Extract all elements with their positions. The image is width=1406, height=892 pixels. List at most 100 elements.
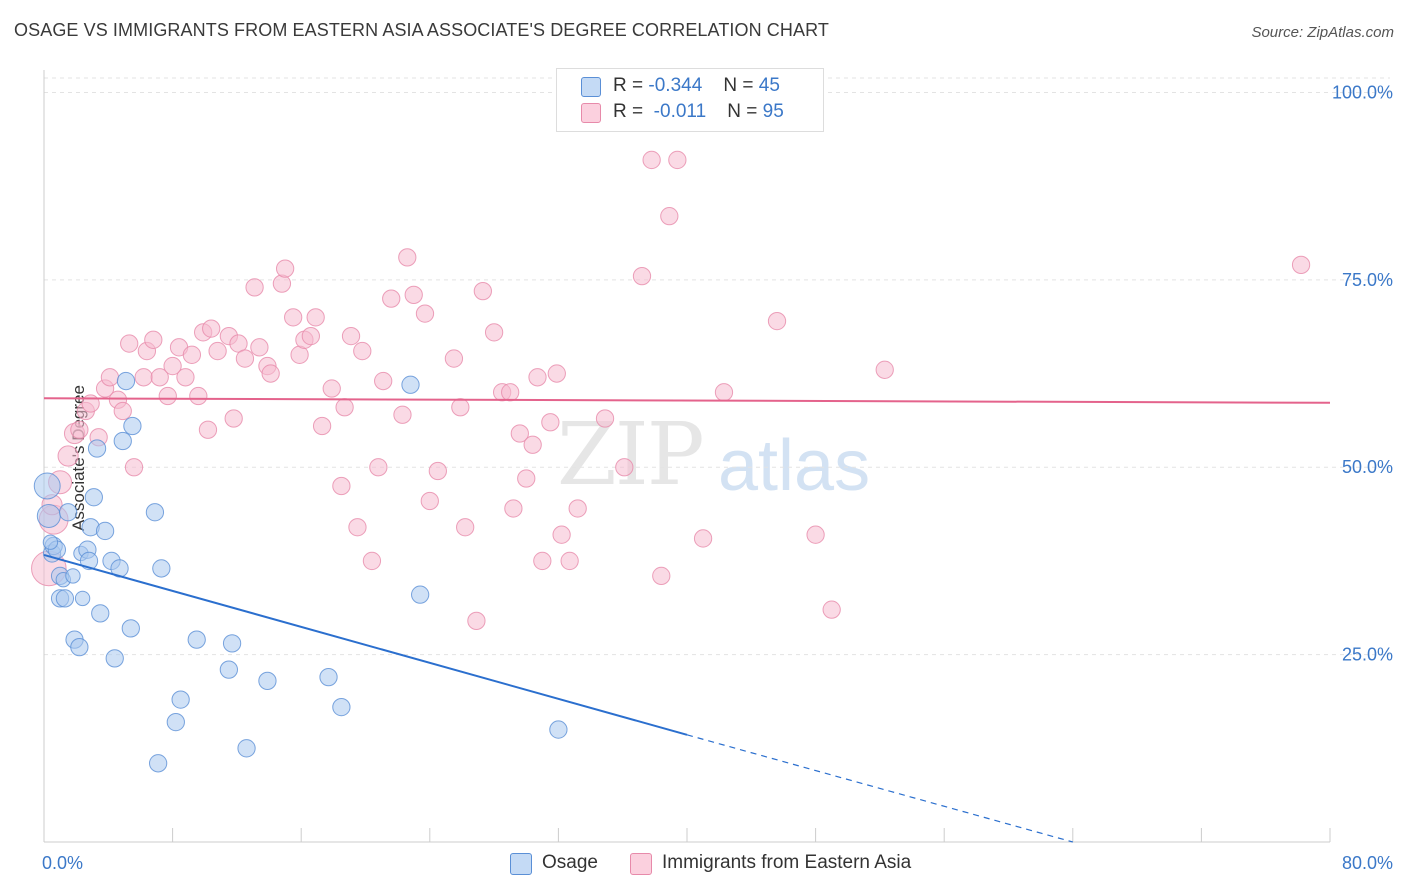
immigrants-point: [362, 551, 382, 571]
immigrants-point: [100, 368, 120, 387]
bottom-legend-swatch-osage: [510, 853, 532, 875]
osage-point: [95, 521, 115, 541]
immigrants-point: [404, 285, 423, 304]
immigrants-point: [595, 409, 615, 428]
immigrants-point: [528, 368, 547, 387]
immigrants-point: [120, 334, 139, 353]
immigrants-point: [284, 308, 303, 327]
immigrants-point: [134, 368, 153, 387]
osage-point: [332, 697, 351, 717]
immigrants-point: [415, 304, 435, 323]
osage-point: [152, 559, 171, 578]
bottom-legend-label-immigrants: Immigrants from Eastern Asia: [662, 852, 912, 873]
immigrants-point: [301, 326, 320, 346]
immigrants-point: [632, 266, 652, 286]
osage-point: [116, 371, 136, 391]
immigrants-point: [398, 248, 417, 267]
immigrants-point: [568, 499, 587, 518]
legend-r-value-osage: -0.344: [648, 75, 703, 96]
immigrants-point: [668, 150, 687, 170]
immigrants-point: [312, 416, 332, 436]
immigrants-point: [875, 360, 894, 379]
legend-r-label: R =: [613, 75, 644, 96]
immigrants-point: [510, 424, 529, 443]
immigrants-point: [374, 371, 393, 391]
y-tick-label: 100.0%: [1332, 82, 1393, 102]
immigrants-point: [714, 383, 734, 402]
osage-point: [58, 503, 78, 522]
osage-point: [549, 720, 568, 739]
source-label: Source: ZipAtlas.com: [1251, 24, 1394, 41]
osage-point: [258, 671, 277, 690]
osage-point: [411, 585, 430, 604]
immigrants-point: [767, 311, 787, 331]
immigrants-point: [456, 518, 475, 537]
immigrants-point: [275, 259, 295, 278]
immigrants-point: [124, 458, 144, 477]
osage-point: [222, 634, 242, 653]
immigrants-point: [547, 364, 566, 383]
immigrants-point: [150, 368, 169, 387]
immigrants-point: [261, 364, 280, 383]
osage-point: [219, 660, 239, 679]
immigrants-point: [202, 319, 221, 338]
osage-point: [187, 630, 206, 649]
immigrants-point: [806, 525, 825, 544]
osage-point: [401, 375, 420, 394]
immigrants-point: [444, 349, 464, 368]
osage-point: [33, 472, 61, 500]
immigrants-point: [541, 413, 560, 432]
immigrants-point: [70, 420, 89, 439]
chart-title: OSAGE VS IMMIGRANTS FROM EASTERN ASIA AS…: [14, 20, 829, 40]
osage-point: [87, 439, 107, 458]
osage-point: [74, 590, 91, 607]
y-tick-label: 25.0%: [1342, 645, 1393, 665]
legend-r-value-immigrants: -0.011: [653, 101, 707, 122]
immigrants-point: [382, 289, 401, 308]
x-tick-label: 80.0%: [1342, 853, 1393, 873]
osage-trendline: [43, 553, 688, 736]
immigrants-point: [113, 401, 132, 421]
immigrants-point: [451, 398, 470, 417]
osage-point: [55, 589, 75, 608]
immigrants-point: [552, 525, 571, 544]
bottom-legend-label-osage: Osage: [542, 852, 598, 873]
legend-n-label: N =: [727, 101, 758, 122]
y-tick-label: 50.0%: [1342, 457, 1393, 477]
legend-r-label: R =: [613, 101, 644, 122]
osage-point: [166, 712, 185, 732]
immigrants-point: [652, 566, 671, 586]
immigrants-point: [322, 379, 341, 398]
immigrants-point: [332, 476, 351, 496]
immigrants-point: [693, 529, 713, 548]
legend-n-label: N =: [723, 75, 754, 96]
immigrants-point: [224, 409, 243, 428]
osage-point: [319, 667, 338, 687]
osage-point: [65, 568, 81, 584]
watermark-zip: ZIP: [557, 405, 705, 505]
osage-point: [36, 503, 61, 528]
immigrants-point: [369, 458, 388, 477]
immigrants-point: [144, 330, 163, 349]
immigrants-point: [353, 341, 372, 361]
immigrants-point: [420, 491, 439, 511]
immigrants-point: [57, 445, 79, 467]
immigrants-point: [335, 398, 354, 417]
immigrants-point: [235, 349, 255, 368]
immigrants-point: [428, 461, 447, 481]
osage-point: [113, 431, 132, 451]
immigrants-point: [245, 278, 264, 297]
osage-point: [237, 739, 256, 758]
osage-point: [70, 637, 89, 657]
immigrants-point: [1291, 255, 1311, 275]
immigrants-point: [533, 551, 552, 571]
immigrants-point: [615, 458, 634, 477]
osage-point: [79, 551, 99, 571]
immigrants-point: [189, 386, 208, 406]
x-tick-label: 0.0%: [42, 853, 83, 873]
immigrants-point: [306, 308, 325, 327]
osage-point: [91, 604, 110, 623]
stats-legend: R = -0.344 N = 45 R = -0.011 N = 95: [556, 68, 824, 132]
immigrants-point: [501, 383, 520, 402]
immigrants-point: [523, 435, 542, 454]
